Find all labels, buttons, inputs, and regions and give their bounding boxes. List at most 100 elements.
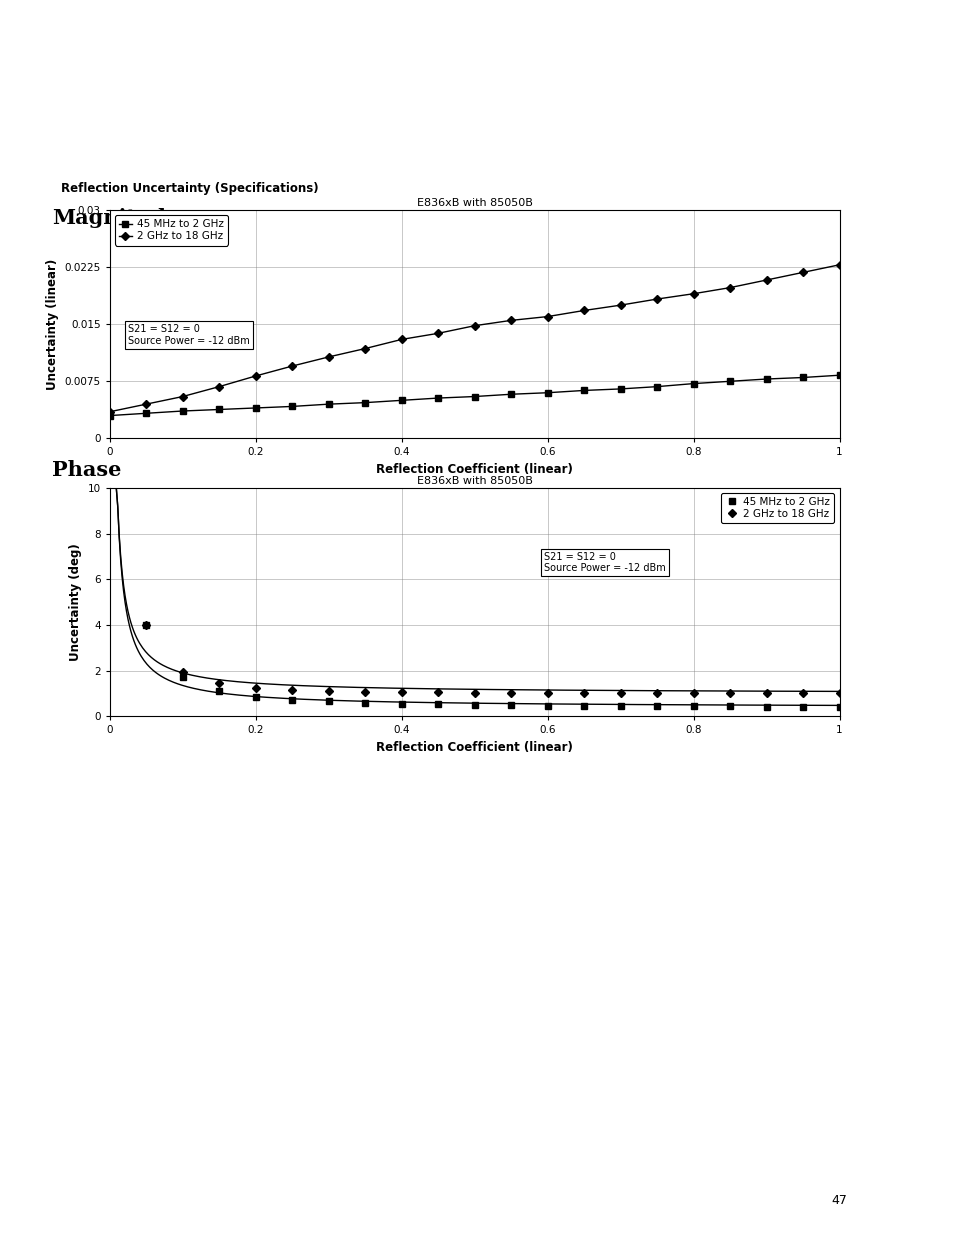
2 GHz to 18 GHz: [140, 618, 152, 632]
45 MHz to 2 GHz: [250, 400, 261, 415]
Line: 45 MHz to 2 GHz: 45 MHz to 2 GHz: [107, 372, 841, 419]
2 GHz to 18 GHz: [833, 257, 844, 272]
45 MHz to 2 GHz: [359, 395, 371, 410]
2 GHz to 18 GHz: [250, 680, 261, 695]
2 GHz to 18 GHz: [723, 685, 735, 700]
45 MHz to 2 GHz: [213, 403, 225, 417]
2 GHz to 18 GHz: [432, 685, 443, 700]
2 GHz to 18 GHz: [651, 291, 662, 306]
45 MHz to 2 GHz: [760, 372, 771, 387]
45 MHz to 2 GHz: [578, 698, 589, 713]
Text: Reflection Uncertainty (Specifications): Reflection Uncertainty (Specifications): [61, 183, 318, 195]
45 MHz to 2 GHz: [723, 374, 735, 389]
2 GHz to 18 GHz: [468, 319, 479, 333]
2 GHz to 18 GHz: [176, 664, 188, 679]
45 MHz to 2 GHz: [395, 393, 407, 408]
45 MHz to 2 GHz: [833, 368, 844, 383]
2 GHz to 18 GHz: [432, 326, 443, 341]
45 MHz to 2 GHz: [797, 699, 808, 714]
45 MHz to 2 GHz: [140, 406, 152, 421]
45 MHz to 2 GHz: [176, 404, 188, 419]
Text: Magnitude: Magnitude: [52, 207, 179, 228]
45 MHz to 2 GHz: [651, 379, 662, 394]
45 MHz to 2 GHz: [578, 383, 589, 398]
45 MHz to 2 GHz: [322, 694, 334, 709]
2 GHz to 18 GHz: [578, 303, 589, 317]
Title: E836xB with 85050B: E836xB with 85050B: [416, 475, 532, 485]
2 GHz to 18 GHz: [468, 685, 479, 700]
45 MHz to 2 GHz: [687, 377, 699, 391]
45 MHz to 2 GHz: [614, 382, 625, 396]
45 MHz to 2 GHz: [213, 684, 225, 699]
Text: S21 = S12 = 0
Source Power = -12 dBm: S21 = S12 = 0 Source Power = -12 dBm: [128, 324, 250, 346]
Title: E836xB with 85050B: E836xB with 85050B: [416, 198, 532, 207]
45 MHz to 2 GHz: [322, 396, 334, 411]
45 MHz to 2 GHz: [432, 697, 443, 711]
2 GHz to 18 GHz: [213, 379, 225, 394]
45 MHz to 2 GHz: [651, 699, 662, 714]
X-axis label: Reflection Coefficient (linear): Reflection Coefficient (linear): [375, 741, 573, 753]
2 GHz to 18 GHz: [322, 350, 334, 364]
45 MHz to 2 GHz: [505, 387, 517, 401]
Line: 45 MHz to 2 GHz: 45 MHz to 2 GHz: [143, 621, 841, 710]
45 MHz to 2 GHz: [833, 699, 844, 714]
45 MHz to 2 GHz: [614, 699, 625, 714]
2 GHz to 18 GHz: [395, 684, 407, 699]
Line: 2 GHz to 18 GHz: 2 GHz to 18 GHz: [143, 621, 841, 697]
2 GHz to 18 GHz: [250, 368, 261, 383]
Line: 2 GHz to 18 GHz: 2 GHz to 18 GHz: [107, 262, 841, 415]
2 GHz to 18 GHz: [614, 685, 625, 700]
45 MHz to 2 GHz: [687, 699, 699, 714]
2 GHz to 18 GHz: [395, 332, 407, 347]
2 GHz to 18 GHz: [614, 298, 625, 312]
45 MHz to 2 GHz: [176, 671, 188, 685]
2 GHz to 18 GHz: [578, 685, 589, 700]
2 GHz to 18 GHz: [213, 676, 225, 690]
Legend: 45 MHz to 2 GHz, 2 GHz to 18 GHz: 45 MHz to 2 GHz, 2 GHz to 18 GHz: [114, 215, 228, 246]
2 GHz to 18 GHz: [286, 683, 297, 698]
2 GHz to 18 GHz: [322, 684, 334, 699]
45 MHz to 2 GHz: [468, 389, 479, 404]
45 MHz to 2 GHz: [395, 697, 407, 711]
2 GHz to 18 GHz: [104, 404, 115, 419]
2 GHz to 18 GHz: [140, 396, 152, 411]
2 GHz to 18 GHz: [797, 266, 808, 280]
45 MHz to 2 GHz: [286, 693, 297, 708]
Legend: 45 MHz to 2 GHz, 2 GHz to 18 GHz: 45 MHz to 2 GHz, 2 GHz to 18 GHz: [720, 493, 834, 524]
2 GHz to 18 GHz: [760, 685, 771, 700]
45 MHz to 2 GHz: [468, 698, 479, 713]
2 GHz to 18 GHz: [505, 312, 517, 327]
Text: 47: 47: [831, 1194, 846, 1207]
Text: S21 = S12 = 0
Source Power = -12 dBm: S21 = S12 = 0 Source Power = -12 dBm: [543, 552, 665, 573]
45 MHz to 2 GHz: [359, 695, 371, 710]
2 GHz to 18 GHz: [286, 358, 297, 373]
2 GHz to 18 GHz: [723, 280, 735, 295]
45 MHz to 2 GHz: [541, 698, 553, 713]
2 GHz to 18 GHz: [505, 685, 517, 700]
45 MHz to 2 GHz: [104, 408, 115, 422]
2 GHz to 18 GHz: [797, 685, 808, 700]
45 MHz to 2 GHz: [723, 699, 735, 714]
45 MHz to 2 GHz: [541, 385, 553, 400]
X-axis label: Reflection Coefficient (linear): Reflection Coefficient (linear): [375, 463, 573, 475]
2 GHz to 18 GHz: [687, 685, 699, 700]
2 GHz to 18 GHz: [541, 309, 553, 324]
45 MHz to 2 GHz: [505, 698, 517, 713]
2 GHz to 18 GHz: [359, 341, 371, 356]
Y-axis label: Uncertainty (linear): Uncertainty (linear): [46, 258, 59, 390]
2 GHz to 18 GHz: [687, 287, 699, 301]
45 MHz to 2 GHz: [797, 370, 808, 385]
45 MHz to 2 GHz: [760, 699, 771, 714]
2 GHz to 18 GHz: [359, 684, 371, 699]
2 GHz to 18 GHz: [176, 389, 188, 404]
2 GHz to 18 GHz: [541, 685, 553, 700]
2 GHz to 18 GHz: [760, 273, 771, 288]
45 MHz to 2 GHz: [286, 399, 297, 414]
2 GHz to 18 GHz: [833, 687, 844, 701]
45 MHz to 2 GHz: [432, 390, 443, 405]
45 MHz to 2 GHz: [250, 689, 261, 704]
Y-axis label: Uncertainty (deg): Uncertainty (deg): [69, 543, 82, 661]
45 MHz to 2 GHz: [140, 618, 152, 632]
Text: Phase: Phase: [52, 459, 122, 480]
2 GHz to 18 GHz: [651, 685, 662, 700]
